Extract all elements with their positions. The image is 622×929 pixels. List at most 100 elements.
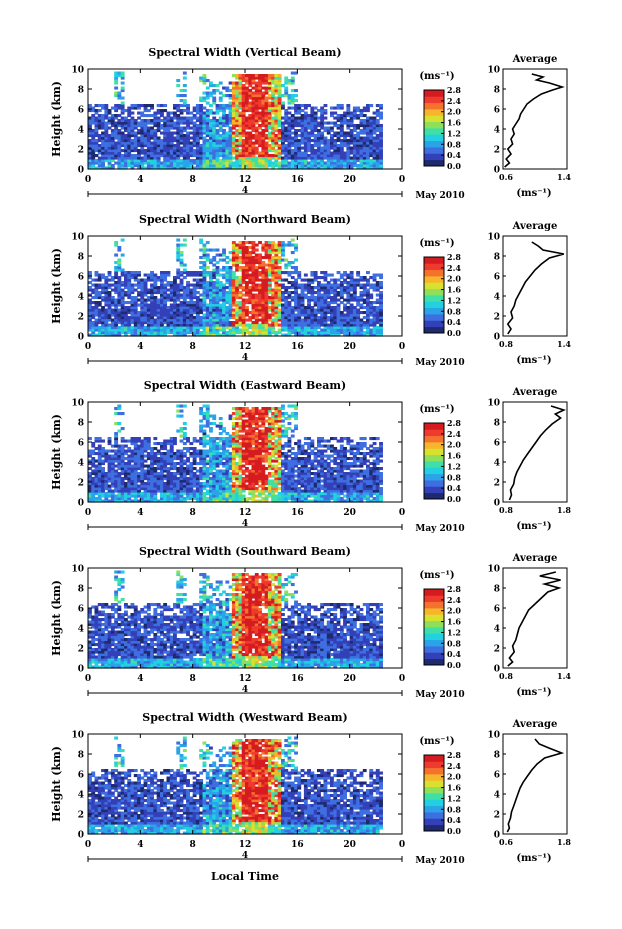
heatmap-cell	[300, 321, 305, 325]
heatmap-cell	[300, 328, 305, 332]
heatmap-cell	[97, 119, 102, 123]
heatmap-cell	[97, 308, 102, 312]
heatmap-cell	[218, 104, 223, 108]
heatmap-cell	[150, 129, 154, 133]
heatmap-cell	[254, 161, 259, 165]
heatmap-cell	[189, 126, 194, 130]
heatmap-cell	[258, 333, 262, 337]
heatmap-cell	[120, 477, 125, 481]
colorbar-tick-label: 2.4	[447, 96, 461, 106]
heatmap-cell	[101, 106, 105, 110]
heatmap-cell	[101, 313, 105, 317]
heatmap-cell	[248, 263, 253, 267]
heatmap-cell	[320, 151, 325, 155]
heatmap-cell	[307, 318, 311, 322]
heatmap-cell	[303, 318, 308, 322]
heatmap-cell	[199, 134, 204, 138]
heatmap-cell	[117, 313, 122, 317]
heatmap-cell	[209, 293, 213, 297]
heatmap-cell	[146, 141, 151, 145]
heatmap-cell	[173, 146, 177, 150]
heatmap-cell	[127, 291, 132, 295]
heatmap-cell	[97, 447, 102, 451]
heatmap-cell	[271, 328, 276, 332]
heatmap-cell	[143, 313, 148, 317]
heatmap-cell	[166, 308, 171, 312]
heatmap-cell	[294, 286, 298, 290]
heatmap-cell	[264, 146, 269, 150]
heatmap-cell	[362, 306, 367, 310]
heatmap-cell	[110, 313, 115, 317]
heatmap-cell	[218, 281, 223, 285]
heatmap-cell	[104, 472, 109, 476]
heatmap-cell	[143, 331, 148, 335]
heatmap-cell	[313, 116, 318, 120]
heatmap-cell	[317, 301, 321, 305]
heatmap-cell	[320, 271, 325, 275]
heatmap-cell	[271, 296, 276, 300]
colorbar-tick-label: 0.0	[447, 328, 461, 338]
heatmap-cell	[215, 146, 220, 150]
heatmap-cell	[258, 161, 262, 165]
heatmap-cell	[251, 326, 256, 330]
heatmap-cell	[349, 316, 354, 320]
heatmap-cell	[88, 271, 92, 275]
heatmap-cell	[215, 119, 220, 123]
heatmap-cell	[199, 106, 204, 110]
heatmap-cell	[195, 283, 200, 287]
heatmap-cell	[153, 323, 158, 327]
heatmap-cell	[349, 141, 354, 145]
heatmap-cell	[349, 308, 354, 312]
heatmap-cell	[156, 146, 161, 150]
heatmap-cell	[169, 303, 174, 307]
colorbar-tick-label: 1.6	[447, 285, 461, 295]
heatmap-cell	[362, 321, 367, 325]
heatmap-cell	[251, 256, 256, 260]
heatmap-cell	[137, 111, 141, 115]
heatmap-cell	[238, 266, 243, 270]
heatmap-cell	[369, 149, 374, 153]
heatmap-cell	[251, 79, 256, 83]
heatmap-cell	[297, 156, 302, 160]
heatmap-cell	[267, 251, 272, 255]
heatmap-cell	[290, 151, 295, 155]
heatmap-cell	[372, 318, 377, 322]
heatmap-cell	[349, 156, 354, 160]
heatmap-cell	[176, 306, 181, 310]
panel-1: Spectral Width (Northward Beam)0246810He…	[50, 213, 571, 368]
heatmap-cell	[202, 268, 207, 272]
heatmap-cell	[169, 144, 174, 148]
heatmap-cell	[317, 281, 321, 285]
heatmap-cell	[205, 161, 210, 165]
heatmap-cell	[228, 328, 233, 332]
heatmap-cell	[189, 136, 194, 140]
heatmap-cell	[310, 166, 315, 170]
heatmap-cell	[120, 106, 125, 110]
heatmap-cell	[290, 266, 295, 270]
heatmap-cell	[352, 161, 357, 165]
heatmap-cell	[284, 111, 289, 115]
heatmap-cell	[117, 444, 122, 448]
heatmap-cell	[215, 293, 220, 297]
heatmap-cell	[349, 146, 354, 150]
heatmap-cell	[330, 283, 334, 287]
heatmap-cell	[356, 109, 361, 113]
heatmap-cell	[320, 141, 325, 145]
heatmap-cell	[313, 331, 318, 335]
heatmap-cell	[267, 256, 272, 260]
heatmap-cell	[114, 144, 119, 148]
heatmap-cell	[362, 124, 367, 128]
heatmap-cell	[277, 313, 282, 317]
heatmap-cell	[317, 306, 321, 310]
heatmap-cell	[235, 263, 240, 267]
heatmap-cell	[212, 124, 217, 128]
heatmap-cell	[179, 288, 184, 292]
heatmap-cell	[333, 278, 338, 282]
heatmap-cell	[150, 114, 154, 118]
heatmap-cell	[228, 96, 233, 100]
heatmap-cell	[153, 291, 158, 295]
heatmap-cell	[186, 146, 190, 150]
heatmap-cell	[202, 283, 207, 287]
heatmap-cell	[271, 106, 276, 110]
heatmap-cell	[362, 109, 367, 113]
